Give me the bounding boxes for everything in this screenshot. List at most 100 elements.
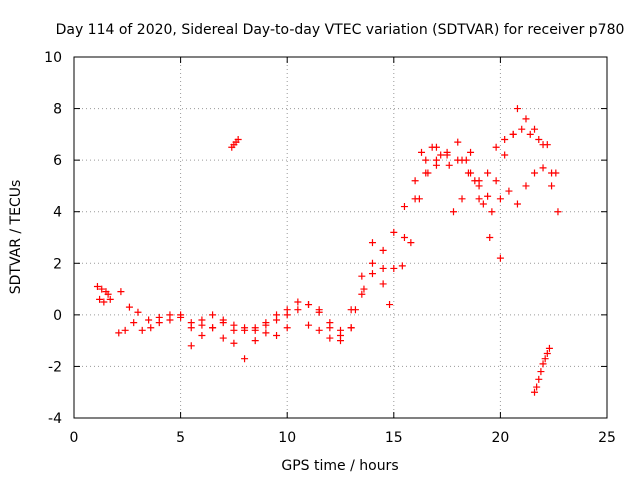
data-point [443, 151, 451, 159]
data-point [100, 298, 108, 306]
data-point [509, 130, 517, 138]
y-tick-label: 6 [53, 153, 62, 169]
data-point [531, 125, 539, 133]
data-point [535, 136, 543, 144]
data-point [326, 334, 334, 342]
data-point [552, 169, 560, 177]
data-point [522, 115, 530, 123]
data-point [475, 195, 483, 203]
data-point [484, 192, 492, 200]
x-axis-label: GPS time / hours [281, 458, 398, 474]
data-point [166, 311, 174, 319]
data-point [262, 329, 270, 337]
series-arc [305, 143, 451, 342]
data-point [407, 239, 415, 247]
data-point [486, 234, 494, 241]
data-point [273, 311, 281, 319]
data-point [134, 308, 142, 316]
data-point [358, 290, 366, 298]
data-point [390, 264, 398, 272]
data-point [501, 151, 509, 159]
data-point [117, 288, 125, 296]
data-point [386, 301, 394, 309]
data-point [209, 311, 217, 319]
data-point [262, 319, 270, 327]
data-point [437, 151, 445, 159]
chart-title: Day 114 of 2020, Sidereal Day-to-day VTE… [56, 22, 625, 38]
data-point [390, 228, 398, 236]
y-tick-label: 2 [53, 256, 62, 272]
series-arc [458, 105, 562, 216]
data-point [488, 208, 496, 216]
data-point [230, 321, 238, 329]
plot-frame [73, 56, 608, 419]
x-tick-label: 20 [491, 430, 509, 446]
data-point [518, 125, 526, 133]
data-point [513, 200, 521, 208]
series-arc [418, 138, 556, 216]
data-point [121, 326, 129, 334]
series-arc [187, 324, 291, 363]
data-point [187, 342, 195, 350]
series-arc [400, 151, 504, 262]
data-point [379, 264, 387, 272]
data-point [294, 298, 302, 306]
data-point [531, 388, 539, 396]
data-point [467, 148, 475, 156]
data-point [230, 339, 238, 347]
series-arc [115, 313, 238, 337]
y-tick-label: -4 [48, 411, 62, 427]
data-point [305, 321, 313, 329]
data-point [251, 337, 259, 345]
series-arc [241, 298, 355, 345]
data-point [273, 331, 281, 339]
data-point [400, 234, 408, 241]
y-tick-label: 4 [53, 205, 62, 221]
data-point [554, 208, 562, 216]
data-point [93, 282, 101, 290]
data-point [475, 177, 483, 185]
data-point [449, 208, 457, 216]
data-point [522, 182, 530, 190]
data-point [545, 344, 553, 352]
data-point [145, 316, 153, 324]
y-tick-label: 0 [53, 308, 62, 324]
data-point [467, 169, 475, 177]
series-arc [351, 161, 440, 314]
data-point [130, 319, 138, 327]
data-point [458, 195, 466, 203]
data-points [93, 105, 562, 396]
data-point [454, 138, 462, 146]
x-tick-label: 10 [278, 430, 296, 446]
data-point [219, 316, 227, 324]
data-point [411, 177, 419, 185]
data-point [368, 259, 376, 267]
data-point [418, 148, 426, 156]
data-point [492, 177, 500, 185]
data-point [531, 169, 539, 177]
y-tick-label: 10 [44, 50, 62, 66]
data-point [398, 262, 406, 270]
data-point [445, 161, 453, 169]
data-point [305, 301, 313, 309]
data-point [513, 105, 521, 113]
y-axis-label: SDTVAR / TECUs [8, 180, 24, 295]
data-point [219, 334, 227, 342]
data-point [479, 200, 487, 208]
data-point [198, 331, 206, 339]
data-point [368, 239, 376, 247]
data-point [526, 130, 534, 138]
data-point [294, 306, 302, 314]
grid-lines [74, 57, 607, 418]
data-point [125, 303, 133, 311]
data-point [543, 350, 551, 358]
data-point [411, 195, 419, 203]
x-tick-label: 15 [385, 430, 403, 446]
data-point [283, 324, 291, 332]
data-point [187, 324, 195, 332]
series-arc [531, 344, 553, 396]
data-point [548, 182, 556, 190]
data-point [351, 306, 359, 314]
data-point [251, 324, 259, 332]
axis-ticks [73, 56, 608, 419]
